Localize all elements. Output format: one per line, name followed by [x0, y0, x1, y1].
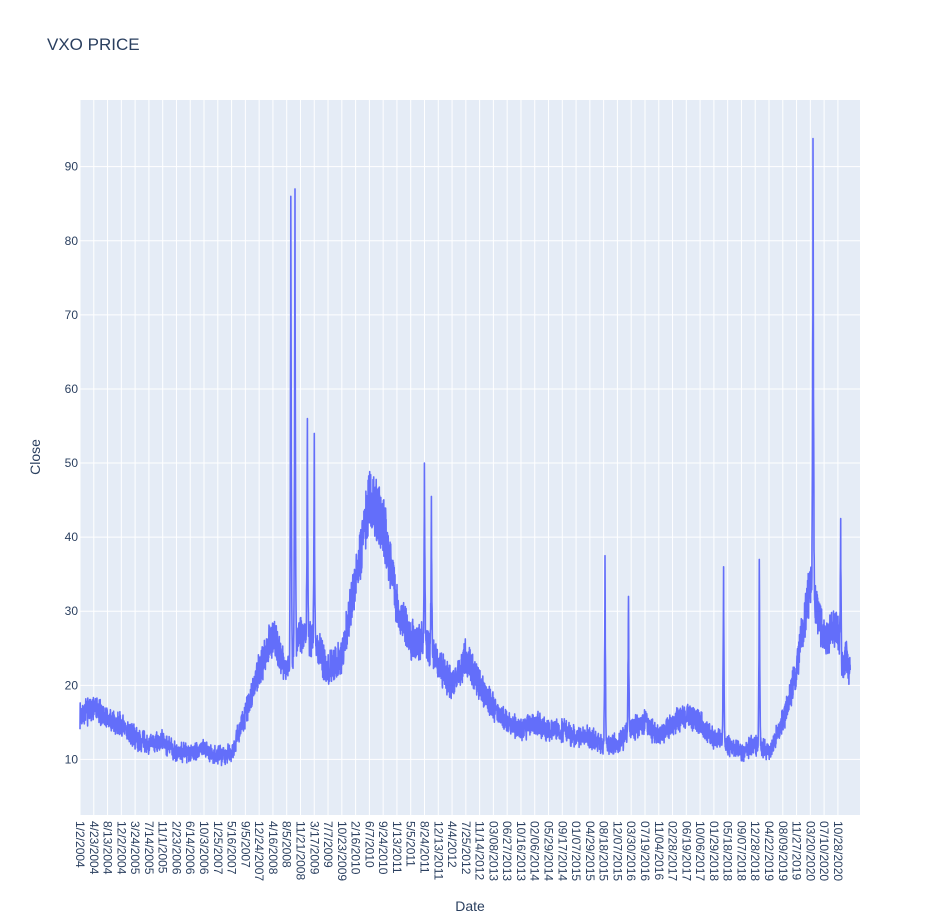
y-tick-label: 80: [65, 234, 79, 248]
x-tick-label: 12/07/2015: [610, 821, 624, 881]
x-tick-label: 1/25/2007: [211, 821, 225, 875]
x-tick-label: 01/29/2018: [707, 821, 721, 881]
x-tick-label: 11/04/2016: [652, 821, 666, 880]
x-tick-label: 8/24/2011: [418, 821, 432, 874]
x-tick-label: 10/16/2013: [514, 821, 528, 881]
x-tick-label: 3/17/2009: [307, 821, 321, 875]
x-tick-label: 2/23/2006: [169, 821, 183, 875]
x-tick-label: 05/29/2014: [542, 821, 556, 881]
x-tick-label: 4/4/2012: [445, 821, 459, 868]
x-tick-label: 03/20/2020: [803, 821, 817, 881]
x-tick-label: 5/5/2011: [404, 821, 418, 867]
x-tick-label: 08/18/2015: [597, 821, 611, 881]
x-tick-label: 10/06/2017: [693, 821, 707, 881]
plot-background: [80, 100, 860, 815]
series-line-close: [79, 137, 851, 767]
x-tick-label: 04/22/2019: [762, 821, 776, 881]
x-tick-label: 1/2/2004: [73, 821, 87, 868]
x-tick-label: 6/7/2010: [362, 821, 376, 868]
x-tick-label: 11/14/2012: [473, 821, 487, 880]
x-tick-label: 10/3/2006: [197, 821, 211, 875]
x-tick-label: 11/27/2019: [790, 821, 804, 880]
x-tick-label: 9/24/2010: [376, 821, 390, 875]
y-tick-label: 70: [65, 308, 79, 322]
y-tick-label: 90: [65, 160, 79, 174]
x-tick-label: 2/16/2010: [349, 821, 363, 875]
x-tick-label: 10/23/2009: [335, 821, 349, 881]
y-tick-labels: 10 20 30 40 50 60 70 80 90: [65, 160, 79, 767]
y-tick-label: 30: [65, 604, 79, 618]
x-tick-label: 4/16/2008: [266, 821, 280, 875]
x-tick-labels: 1/2/2004 4/23/2004 8/13/2004 12/2/2004 3/24/…: [73, 821, 845, 881]
x-tick-label: 06/27/2013: [500, 821, 514, 881]
y-gridlines: [80, 166, 860, 760]
x-tick-label: 7/14/2005: [142, 821, 156, 875]
x-tick-label: 02/06/2014: [528, 821, 542, 881]
x-tick-label: 03/30/2016: [624, 821, 638, 881]
x-tick-label: 06/19/2017: [679, 821, 693, 881]
x-tick-label: 8/5/2008: [280, 821, 294, 868]
x-tick-label: 11/21/2008: [293, 821, 307, 880]
x-tick-label: 01/07/2015: [569, 821, 583, 881]
x-tick-label: 7/7/2009: [321, 821, 335, 868]
y-tick-label: 60: [65, 382, 79, 396]
x-tick-label: 05/18/2018: [721, 821, 735, 881]
x-tick-label: 12/2/2004: [114, 821, 128, 875]
x-tick-label: 6/14/2006: [183, 821, 197, 875]
y-axis-title: Close: [27, 439, 43, 475]
x-tick-label: 9/5/2007: [238, 821, 252, 868]
x-tick-label: 07/10/2020: [817, 821, 831, 881]
x-tick-label: 09/07/2018: [734, 821, 748, 881]
x-tick-label: 1/13/2011: [390, 821, 404, 874]
x-tick-label: 7/25/2012: [459, 821, 473, 875]
y-tick-label: 40: [65, 530, 79, 544]
x-tick-label: 04/29/2015: [583, 821, 597, 881]
x-tick-label: 12/13/2011: [431, 821, 445, 880]
x-tick-label: 08/09/2019: [776, 821, 790, 881]
x-tick-label: 07/19/2016: [638, 821, 652, 881]
y-tick-label: 10: [65, 752, 79, 766]
series-lines: [79, 137, 851, 767]
y-tick-label: 50: [65, 456, 79, 470]
x-tick-label: 11/1/2005: [156, 821, 170, 874]
x-tick-label: 3/24/2005: [128, 821, 142, 875]
x-tick-label: 4/23/2004: [87, 821, 101, 875]
x-tick-label: 5/16/2007: [225, 821, 239, 875]
x-tick-label: 8/13/2004: [101, 821, 115, 875]
x-tick-label: 12/28/2018: [748, 821, 762, 881]
x-axis-title: Date: [455, 898, 485, 914]
x-tick-label: 09/17/2014: [555, 821, 569, 881]
x-tick-label: 02/28/2017: [666, 821, 680, 881]
x-tick-label: 03/08/2013: [486, 821, 500, 881]
chart-title: VXO PRICE: [47, 35, 140, 54]
x-tick-label: 10/28/2020: [831, 821, 845, 881]
x-tick-label: 12/24/2007: [252, 821, 266, 881]
y-tick-label: 20: [65, 678, 79, 692]
